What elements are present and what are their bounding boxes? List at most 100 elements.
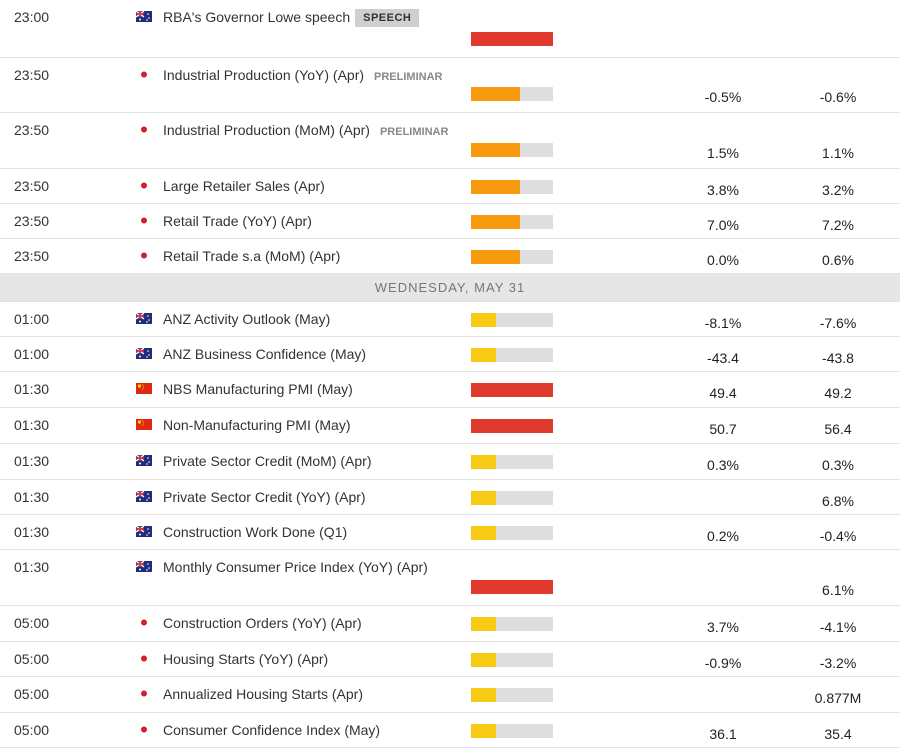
impact-fill: [471, 180, 520, 194]
event-row: 01:30 Monthly Consumer Price Index (YoY) …: [0, 550, 900, 606]
previous-value: -43.8: [822, 350, 854, 366]
country-flag: [136, 722, 152, 735]
consensus-value: 49.4: [709, 385, 737, 401]
event-time: 01:30: [14, 559, 50, 575]
previous-value: -0.4%: [819, 528, 857, 544]
country-flag: [136, 381, 152, 394]
event-name: Consumer Confidence Index (May): [163, 722, 381, 738]
event-name: Construction Work Done (Q1): [163, 524, 348, 540]
event-row: 01:30 Construction Work Done (Q1) 0.2% -0.4…: [0, 515, 900, 550]
impact-fill: [471, 653, 496, 667]
event-row: 23:50 Industrial Production (YoY) (Apr) PR…: [0, 58, 900, 113]
event-name: Large Retailer Sales (Apr): [163, 178, 325, 194]
event-row: 01:30 Private Sector Credit (MoM) (Apr) 0.…: [0, 444, 900, 480]
impact-bar: [471, 580, 553, 594]
day-label: WEDNESDAY, MAY 31: [374, 280, 526, 295]
impact-fill: [471, 455, 496, 469]
event-row: 23:00 RBA's Governor Lowe speech SPEECH: [0, 0, 900, 58]
consensus-value: 0.3%: [707, 457, 739, 473]
impact-fill: [471, 32, 553, 46]
event-time: 23:50: [14, 213, 50, 229]
consensus-value: 50.7: [709, 421, 737, 437]
previous-value: 0.3%: [822, 457, 854, 473]
impact-bar: [471, 348, 553, 362]
event-row: 01:00 ANZ Business Confidence (May) -43.4 -…: [0, 337, 900, 372]
previous-value: 0.6%: [822, 252, 854, 268]
event-name-cell: NBS Manufacturing PMI (May): [163, 381, 353, 397]
event-time: 23:00: [14, 9, 50, 25]
event-time: 05:00: [14, 722, 50, 738]
event-name: NBS Manufacturing PMI (May): [163, 381, 353, 397]
impact-bar: [471, 688, 553, 702]
impact-fill: [471, 383, 553, 397]
event-name: Construction Orders (YoY) (Apr): [163, 615, 362, 631]
impact-bar: [471, 419, 553, 433]
previous-value: 3.2%: [822, 182, 854, 198]
event-name: Industrial Production (YoY) (Apr): [163, 67, 365, 83]
event-name-cell: Construction Orders (YoY) (Apr): [163, 615, 362, 631]
event-name-cell: Private Sector Credit (YoY) (Apr): [163, 489, 366, 505]
impact-fill: [471, 250, 520, 264]
event-name: ANZ Activity Outlook (May): [163, 311, 331, 327]
event-name: ANZ Business Confidence (May): [163, 346, 367, 362]
previous-value: 6.1%: [822, 582, 854, 598]
country-flag: [136, 686, 152, 699]
event-time: 05:00: [14, 651, 50, 667]
impact-fill: [471, 313, 496, 327]
event-tag: PRELIMINAR: [379, 126, 449, 138]
event-row: 01:30 Non-Manufacturing PMI (May) 50.7 56.4: [0, 408, 900, 444]
previous-value: 6.8%: [822, 493, 854, 509]
event-name-cell: Retail Trade s.a (MoM) (Apr): [163, 248, 340, 264]
event-name: Monthly Consumer Price Index (YoY) (Apr): [163, 559, 428, 575]
impact-fill: [471, 724, 496, 738]
country-flag: [136, 615, 152, 628]
impact-bar: [471, 32, 553, 46]
impact-bar: [471, 617, 553, 631]
previous-value: -0.6%: [819, 89, 857, 105]
event-time: 23:50: [14, 122, 50, 138]
event-row: 05:00 Construction Orders (YoY) (Apr) 3.7%…: [0, 606, 900, 642]
event-name: RBA's Governor Lowe speech: [163, 9, 351, 25]
impact-fill: [471, 87, 520, 101]
consensus-value: -43.4: [707, 350, 739, 366]
event-name: Non-Manufacturing PMI (May): [163, 417, 351, 433]
impact-fill: [471, 419, 553, 433]
impact-bar: [471, 180, 553, 194]
event-name-cell: Industrial Production (MoM) (Apr) PRELIMI…: [163, 122, 448, 140]
event-name-cell: Annualized Housing Starts (Apr): [163, 686, 363, 702]
country-flag: [136, 213, 152, 226]
event-row: 23:50 Retail Trade s.a (MoM) (Apr) 0.0% 0.6…: [0, 239, 900, 274]
impact-fill: [471, 580, 553, 594]
previous-value: -7.6%: [819, 315, 857, 331]
impact-bar: [471, 653, 553, 667]
day-header: WEDNESDAY, MAY 31: [0, 274, 900, 302]
previous-value: 0.877M: [814, 690, 862, 706]
impact-fill: [471, 143, 520, 157]
consensus-value: 0.2%: [707, 528, 739, 544]
consensus-value: -0.9%: [704, 655, 742, 671]
impact-fill: [471, 688, 496, 702]
impact-fill: [471, 617, 496, 631]
event-row: 05:00 Annualized Housing Starts (Apr) 0.87…: [0, 677, 900, 713]
previous-value: 1.1%: [822, 145, 854, 161]
impact-bar: [471, 313, 553, 327]
country-flag: [135, 9, 152, 22]
previous-value: 49.2: [824, 385, 852, 401]
previous-value: -4.1%: [819, 619, 857, 635]
country-flag: [135, 489, 152, 502]
event-time: 01:30: [14, 524, 50, 540]
consensus-value: 3.8%: [707, 182, 739, 198]
consensus-value: 0.0%: [707, 252, 739, 268]
event-time: 01:30: [14, 489, 50, 505]
event-name-cell: Housing Starts (YoY) (Apr): [163, 651, 328, 667]
consensus-value: 7.0%: [707, 217, 739, 233]
event-time: 01:00: [14, 311, 50, 327]
impact-bar: [471, 455, 553, 469]
impact-bar: [471, 491, 553, 505]
country-flag: [136, 417, 152, 430]
impact-bar: [471, 215, 553, 229]
event-name-cell: Non-Manufacturing PMI (May): [163, 417, 351, 433]
consensus-value: -0.5%: [704, 89, 742, 105]
event-name-cell: RBA's Governor Lowe speech SPEECH: [163, 9, 420, 27]
